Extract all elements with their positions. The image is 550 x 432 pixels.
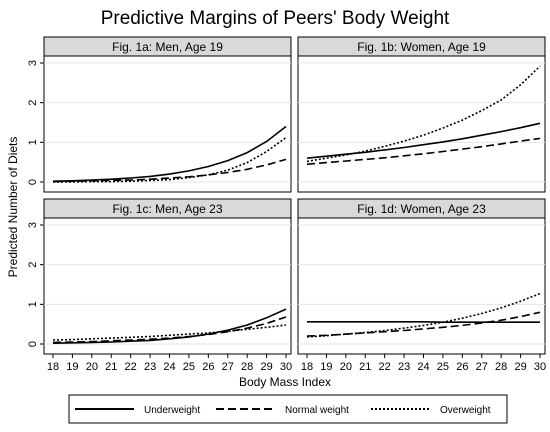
y-tick-label: 0 [27,179,39,185]
x-tick-label: 18 [47,361,59,373]
series-line-overweight [53,136,287,183]
y-tick-label: 2 [27,100,39,106]
x-tick-label: 25 [437,361,449,373]
x-tick-label: 25 [183,361,195,373]
panel-plot-area [43,217,292,355]
x-tick-label: 28 [241,361,253,373]
x-tick-label: 29 [260,361,272,373]
x-tick-label: 27 [476,361,488,373]
series-line-normal-weight [52,316,287,344]
panel-plot-area [297,55,546,193]
x-tick-label: 30 [534,361,546,373]
series-line-underweight [306,122,541,159]
panel-plot-area [297,217,546,355]
y-tick-label: 1 [27,139,39,145]
x-tick-label: 21 [105,361,117,373]
legend-label: Overweight [440,405,491,416]
panel-1: Fig. 1a: Men, Age 19 0 1 2 3 [27,36,292,193]
x-tick-label: 22 [379,361,391,373]
x-tick-label: 18 [301,361,313,373]
x-tick-label: 22 [125,361,137,373]
series-line-overweight [306,65,541,163]
series-line-normal-weight [306,311,541,337]
series-line-normal-weight [52,158,287,183]
legend-label: Normal weight [285,405,349,416]
x-tick-label: 24 [163,361,175,373]
x-tick-label: 21 [359,361,371,373]
chart-title: Predictive Margins of Peers' Body Weight [101,8,450,29]
x-tick-label: 19 [320,361,332,373]
x-tick-label: 28 [495,361,507,373]
x-tick-label: 27 [222,361,234,373]
y-tick-label: 3 [27,60,39,66]
series-line-normal-weight [306,137,541,165]
x-tick-label: 20 [86,361,98,373]
legend-label: Underweight [144,405,200,416]
y-tick-label: 1 [27,301,39,307]
y-tick-label: 3 [27,222,39,228]
x-tick-label: 24 [417,361,429,373]
x-tick-label: 29 [514,361,526,373]
panel-title: Fig. 1b: Women, Age 19 [357,40,486,54]
y-axis-title: Predicted Number of Diets [6,137,20,278]
panel-plot-area [43,55,292,193]
panel-4: Fig. 1d: Women, Age 23 18 19 20 21 22 23 24 25 26… [297,198,546,373]
x-tick-label: 20 [340,361,352,373]
x-tick-label: 26 [456,361,468,373]
series-line-overweight [52,324,287,341]
legend-box [68,394,508,424]
x-tick-label: 23 [144,361,156,373]
y-tick-label: 2 [27,262,39,268]
x-tick-label: 23 [398,361,410,373]
legend: Underweight Normal weight Overweight [68,394,508,424]
x-axis-title: Body Mass Index [239,375,331,389]
y-tick-label: 0 [27,341,39,347]
series-line-overweight [306,292,541,338]
panel-title: Fig. 1d: Women, Age 23 [357,202,486,216]
x-tick-label: 19 [66,361,78,373]
x-tick-label: 30 [280,361,292,373]
panel-title: Fig. 1c: Men, Age 23 [112,202,222,216]
panel-title: Fig. 1a: Men, Age 19 [112,40,223,54]
x-tick-label: 26 [202,361,214,373]
panel-2: Fig. 1b: Women, Age 19 [297,36,546,193]
